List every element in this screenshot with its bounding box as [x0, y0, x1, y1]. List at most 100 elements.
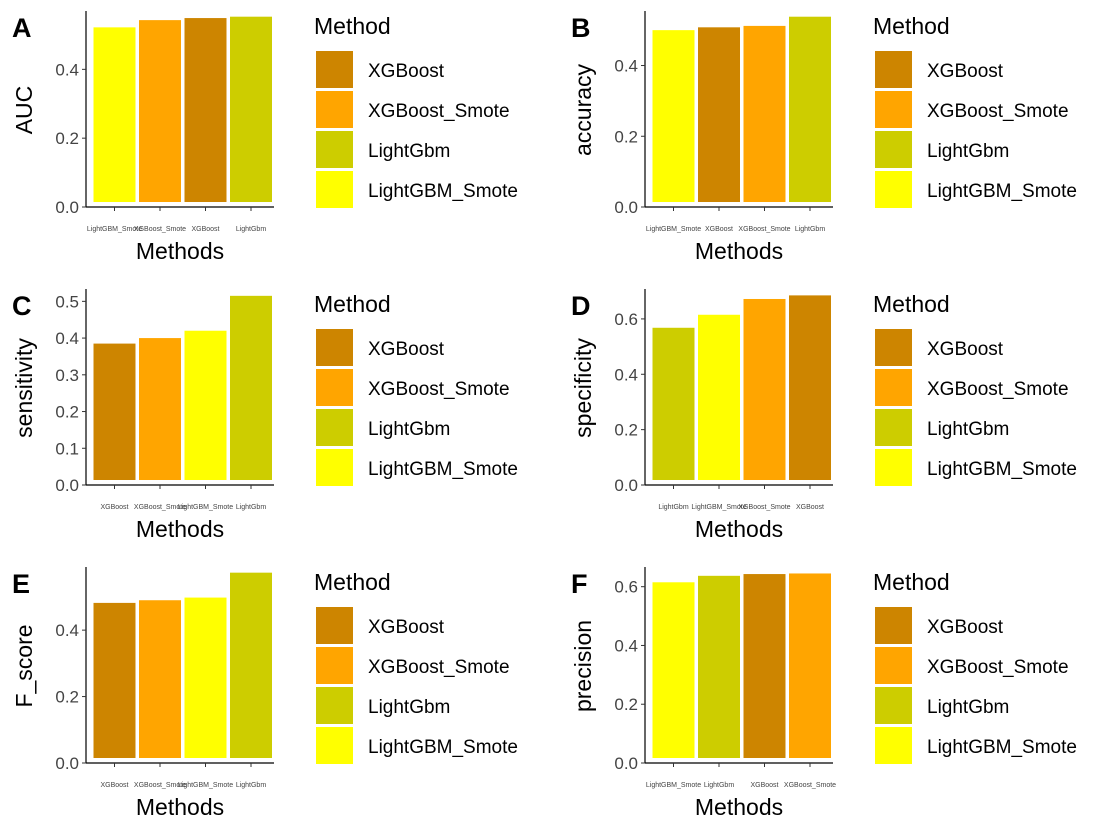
x-tick-label: LightGbm — [236, 504, 267, 511]
bar-xgboost-smote — [139, 600, 181, 758]
bar-lightgbm — [230, 295, 272, 480]
legend-label: XGBoost_Smote — [927, 657, 1069, 678]
legend-label: LightGbm — [927, 419, 1009, 440]
bar-xgboost — [743, 574, 786, 758]
legend-label: XGBoost — [368, 61, 445, 82]
legend-key — [875, 131, 912, 168]
bar-lightgbm — [789, 16, 831, 202]
legend: Method XGBoost XGBoost_Smote LightGbm LightG… — [314, 291, 518, 486]
y-tick-label: 0.4 — [55, 621, 79, 640]
bar-xgboost — [184, 18, 227, 202]
bar-xgboost-smote — [743, 25, 786, 203]
bar-lightgbm-smote — [184, 597, 227, 758]
x-tick-label: LightGbm — [795, 226, 826, 233]
x-tick-label: LightGBM_Smote — [646, 782, 701, 789]
y-axis-title: sensitivity — [11, 338, 37, 438]
panel-tag: D — [571, 291, 591, 321]
x-tick-label: XGBoost_Smote — [784, 782, 836, 789]
legend-label: XGBoost — [927, 339, 1004, 360]
legend-label: XGBoost — [368, 617, 445, 638]
x-tick-label: XGBoost_Smote — [738, 504, 790, 511]
legend-title: Method — [314, 291, 391, 317]
x-tick-label: XGBoost_Smote — [134, 226, 186, 233]
legend-label: XGBoost — [927, 61, 1004, 82]
y-tick-label: 0.0 — [614, 754, 638, 773]
legend-key — [875, 449, 912, 486]
bar-xgboost-smote — [139, 20, 181, 202]
bar-lightgbm-smote — [652, 30, 695, 202]
legend-label: XGBoost — [368, 339, 445, 360]
x-tick-label: XGBoost_Smote — [738, 226, 790, 233]
bar-lightgbm-smote — [184, 330, 227, 480]
panel-tag: E — [12, 569, 30, 599]
bar-xgboost-smote — [789, 573, 831, 758]
legend-key — [316, 171, 353, 208]
x-tick-label: LightGbm — [704, 782, 735, 789]
y-tick-label: 0.5 — [55, 292, 79, 311]
panel-tag: B — [571, 13, 591, 43]
bar-xgboost-smote — [139, 338, 181, 480]
y-tick-label: 0.2 — [614, 421, 638, 440]
y-axis-title: AUC — [11, 86, 37, 135]
bar-xgboost — [698, 27, 740, 203]
legend-key — [875, 647, 912, 684]
x-tick-label: XGBoost — [191, 226, 219, 233]
x-axis-title: Methods — [136, 794, 224, 820]
legend-key — [316, 449, 353, 486]
y-tick-label: 0.4 — [55, 60, 79, 79]
bar-lightgbm — [230, 572, 272, 758]
legend: Method XGBoost XGBoost_Smote LightGbm LightG… — [873, 291, 1077, 486]
x-axis-title: Methods — [695, 238, 783, 264]
legend-label: XGBoost_Smote — [368, 657, 510, 678]
legend: Method XGBoost XGBoost_Smote LightGbm LightG… — [314, 569, 518, 764]
bar-lightgbm — [230, 16, 272, 202]
legend-label: XGBoost — [927, 617, 1004, 638]
x-tick-label: XGBoost — [100, 504, 128, 511]
x-tick-label: XGBoost — [100, 782, 128, 789]
legend-key — [875, 369, 912, 406]
x-tick-label: LightGBM_Smote — [178, 782, 233, 789]
legend-key — [875, 51, 912, 88]
y-tick-label: 0.0 — [55, 198, 79, 217]
bar-lightgbm — [698, 575, 740, 758]
legend-label: XGBoost_Smote — [927, 101, 1069, 122]
legend: Method XGBoost XGBoost_Smote LightGbm LightG… — [873, 569, 1077, 764]
legend-label: LightGbm — [368, 141, 450, 162]
legend-label: LightGBM_Smote — [927, 459, 1077, 480]
legend-label: XGBoost_Smote — [927, 379, 1069, 400]
y-tick-label: 0.4 — [614, 636, 638, 655]
x-tick-label: LightGBM_Smote — [691, 504, 746, 511]
x-tick-label: LightGBM_Smote — [646, 226, 701, 233]
panel-b: B 0.0 0.2 0.4 LightGBM_Smote XGBoost XGBoost_S… — [570, 11, 1077, 264]
legend-key — [875, 727, 912, 764]
x-tick-label: XGBoost_Smote — [134, 504, 186, 511]
x-tick-label: XGBoost — [705, 226, 733, 233]
legend-label: LightGBM_Smote — [927, 737, 1077, 758]
x-tick-label: XGBoost — [796, 504, 824, 511]
y-tick-label: 0.4 — [55, 329, 79, 348]
legend: Method XGBoost XGBoost_Smote LightGbm LightG… — [314, 13, 518, 208]
y-tick-label: 0.1 — [55, 439, 79, 458]
legend-key — [875, 329, 912, 366]
y-tick-label: 0.2 — [55, 688, 79, 707]
legend-label: XGBoost_Smote — [368, 101, 510, 122]
y-tick-label: 0.2 — [614, 127, 638, 146]
x-axis-title: Methods — [695, 794, 783, 820]
y-tick-label: 0.0 — [55, 476, 79, 495]
x-tick-label: XGBoost — [750, 782, 778, 789]
legend-label: XGBoost_Smote — [368, 379, 510, 400]
legend-key — [875, 409, 912, 446]
legend-key — [316, 727, 353, 764]
legend-key — [316, 369, 353, 406]
y-axis-title: precision — [570, 620, 596, 712]
legend-label: LightGBM_Smote — [368, 181, 518, 202]
legend-label: LightGbm — [927, 141, 1009, 162]
legend-key — [316, 131, 353, 168]
legend-key — [316, 329, 353, 366]
bar-xgboost — [789, 295, 831, 480]
